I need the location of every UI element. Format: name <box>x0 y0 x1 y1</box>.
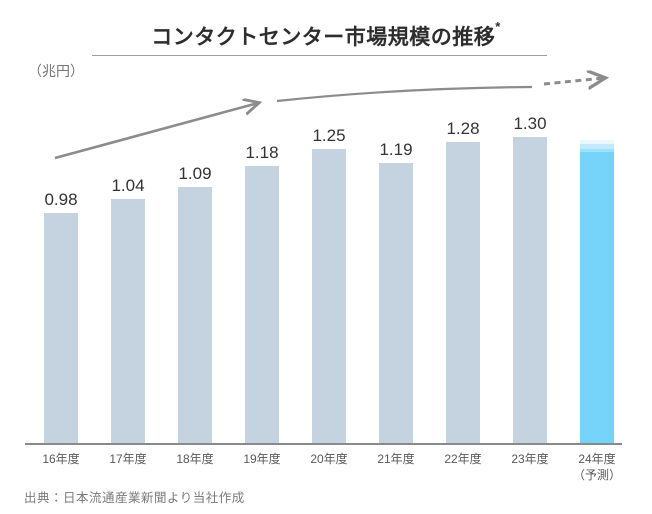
bar-value-label: 1.04 <box>111 176 145 196</box>
bar-value-label: 1.28 <box>446 119 480 139</box>
x-axis-label: 21年度 <box>356 451 436 467</box>
x-axis-label: 20年度 <box>289 451 369 467</box>
chart-title-text: コンタクトセンター市場規模の推移 <box>151 26 496 49</box>
bar-value-label: 1.30 <box>513 114 547 134</box>
bar-forecast <box>580 140 614 444</box>
bar <box>446 142 480 444</box>
bar <box>178 187 212 444</box>
source-note: 出典：日本流通産業新聞より当社作成 <box>24 491 245 505</box>
x-axis-labels: 16年度 17年度 18年度 19年度 20年度 21年度 22年度 23年度 24年度 （予測） <box>0 451 652 491</box>
bar-column: 1.09 <box>162 165 229 444</box>
x-axis-label-year: 16年度 <box>42 452 80 466</box>
chart-title: コンタクトセンター市場規模の推移* <box>0 19 652 51</box>
x-axis-label-year: 21年度 <box>377 452 415 466</box>
bar <box>44 213 78 444</box>
x-axis-label: 23年度 <box>490 451 570 467</box>
x-axis-label-year: 17年度 <box>109 452 147 466</box>
y-axis-unit-label: （兆円） <box>28 63 84 79</box>
title-underline <box>92 55 547 56</box>
bar <box>513 137 547 444</box>
x-axis-label: 22年度 <box>423 451 503 467</box>
x-axis-label: 19年度 <box>222 451 302 467</box>
bar-column: 1.30 <box>497 115 564 444</box>
bar-value-label: 1.25 <box>312 126 346 146</box>
plot-area: 0.98 1.04 1.09 1.18 1.25 1.19 1.28 1.30 <box>28 115 631 444</box>
bar-column: 1.19 <box>363 141 430 444</box>
bar <box>111 199 145 444</box>
bar-value-label: 1.18 <box>245 143 279 163</box>
bar <box>245 166 279 444</box>
x-axis-label: 24年度 （予測） <box>557 451 637 483</box>
bar-value-label: 0.98 <box>44 190 78 210</box>
x-axis-line <box>25 443 622 445</box>
bar <box>379 163 413 444</box>
bar-column: 0.98 <box>28 191 95 444</box>
bar-column: 1.04 <box>95 177 162 444</box>
bar-column: 1.28 <box>430 120 497 444</box>
bar-value-label: 1.09 <box>178 164 212 184</box>
x-axis-label: 18年度 <box>155 451 235 467</box>
bar-column <box>564 137 631 444</box>
x-axis-label: 16年度 <box>21 451 101 467</box>
x-axis-label-year: 20年度 <box>310 452 348 466</box>
x-axis-label-year: 23年度 <box>511 452 549 466</box>
bar-value-label: 1.19 <box>379 140 413 160</box>
x-axis-label: 17年度 <box>88 451 168 467</box>
x-axis-label-year: 22年度 <box>444 452 482 466</box>
x-axis-label-year: 24年度 <box>578 452 616 466</box>
x-axis-label-year: 18年度 <box>176 452 214 466</box>
bar-column: 1.25 <box>296 127 363 444</box>
chart-title-asterisk: * <box>495 19 501 34</box>
x-axis-label-forecast-note: （予測） <box>572 468 621 483</box>
bar-column: 1.18 <box>229 144 296 444</box>
bar <box>312 149 346 444</box>
x-axis-label-year: 19年度 <box>243 452 281 466</box>
